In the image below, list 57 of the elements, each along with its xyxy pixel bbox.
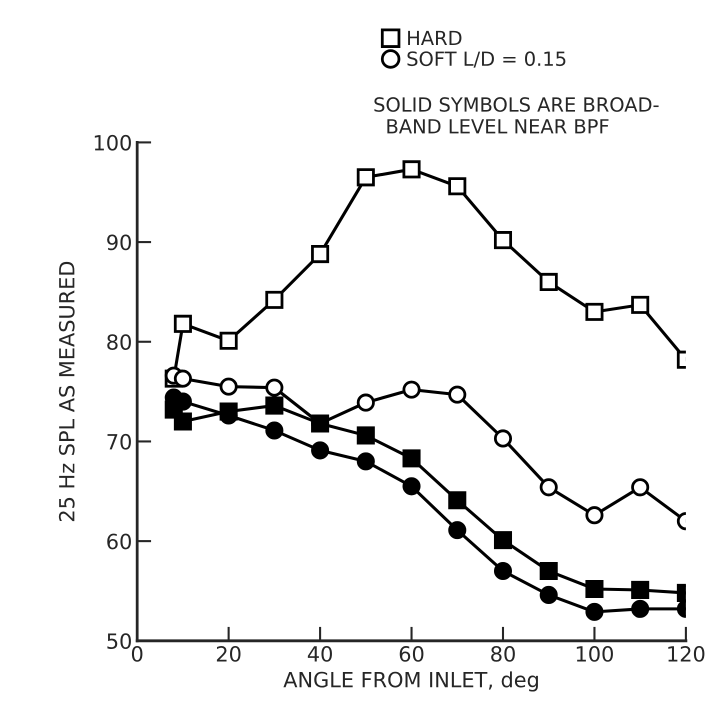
y-axis-title: 25 Hz SPL AS MEASURED	[58, 262, 75, 522]
point	[356, 426, 375, 444]
point	[402, 380, 421, 399]
point	[585, 602, 604, 621]
point	[585, 580, 604, 598]
point	[174, 370, 192, 388]
point	[631, 296, 650, 314]
point	[402, 449, 421, 468]
point	[631, 600, 650, 618]
x-tick-label: 80	[491, 646, 515, 662]
point	[311, 441, 330, 460]
point	[540, 562, 558, 580]
point	[448, 521, 466, 540]
point	[585, 506, 604, 524]
point	[356, 394, 375, 412]
x-tick-label: 40	[308, 646, 332, 662]
point	[631, 580, 650, 599]
y-tick-label: 60	[107, 534, 131, 550]
point	[220, 332, 238, 350]
point	[540, 478, 558, 496]
point	[540, 586, 558, 604]
point	[356, 168, 375, 186]
y-tick-label: 90	[107, 234, 131, 250]
y-tick-label: 80	[107, 334, 131, 350]
point	[402, 160, 421, 178]
point	[494, 231, 512, 250]
point	[220, 378, 238, 396]
x-axis-title: ANGLE FROM INLET, deg	[283, 671, 538, 692]
point	[494, 429, 512, 448]
point	[356, 452, 375, 470]
x-tick-label: 20	[216, 646, 241, 662]
point	[174, 412, 192, 431]
point	[585, 302, 604, 321]
legend-label: HARD	[408, 30, 462, 46]
x-tick-label: 120	[668, 646, 704, 662]
point	[174, 314, 192, 333]
y-tick-label: 100	[94, 134, 131, 151]
legend-label: SOFT L/D = 0.15	[407, 51, 566, 68]
point	[402, 477, 421, 496]
text: SOLID SYMBOLS ARE BROAD- BAND LEVEL NEAR BPF	[374, 97, 659, 134]
point	[494, 531, 512, 550]
y-tick-label: 70	[108, 434, 131, 450]
point	[265, 378, 284, 397]
point	[631, 478, 650, 496]
point	[448, 386, 466, 404]
point	[311, 245, 330, 264]
x-tick-label: 100	[576, 646, 613, 662]
point	[448, 491, 466, 510]
x-tick-label: 60	[400, 646, 424, 662]
point	[540, 272, 558, 291]
x-tick-label: 0	[132, 646, 142, 662]
y-tick-label: 50	[107, 633, 131, 650]
point	[265, 396, 284, 415]
point	[494, 562, 512, 580]
point	[265, 290, 284, 309]
point	[448, 177, 466, 196]
point	[265, 421, 284, 440]
